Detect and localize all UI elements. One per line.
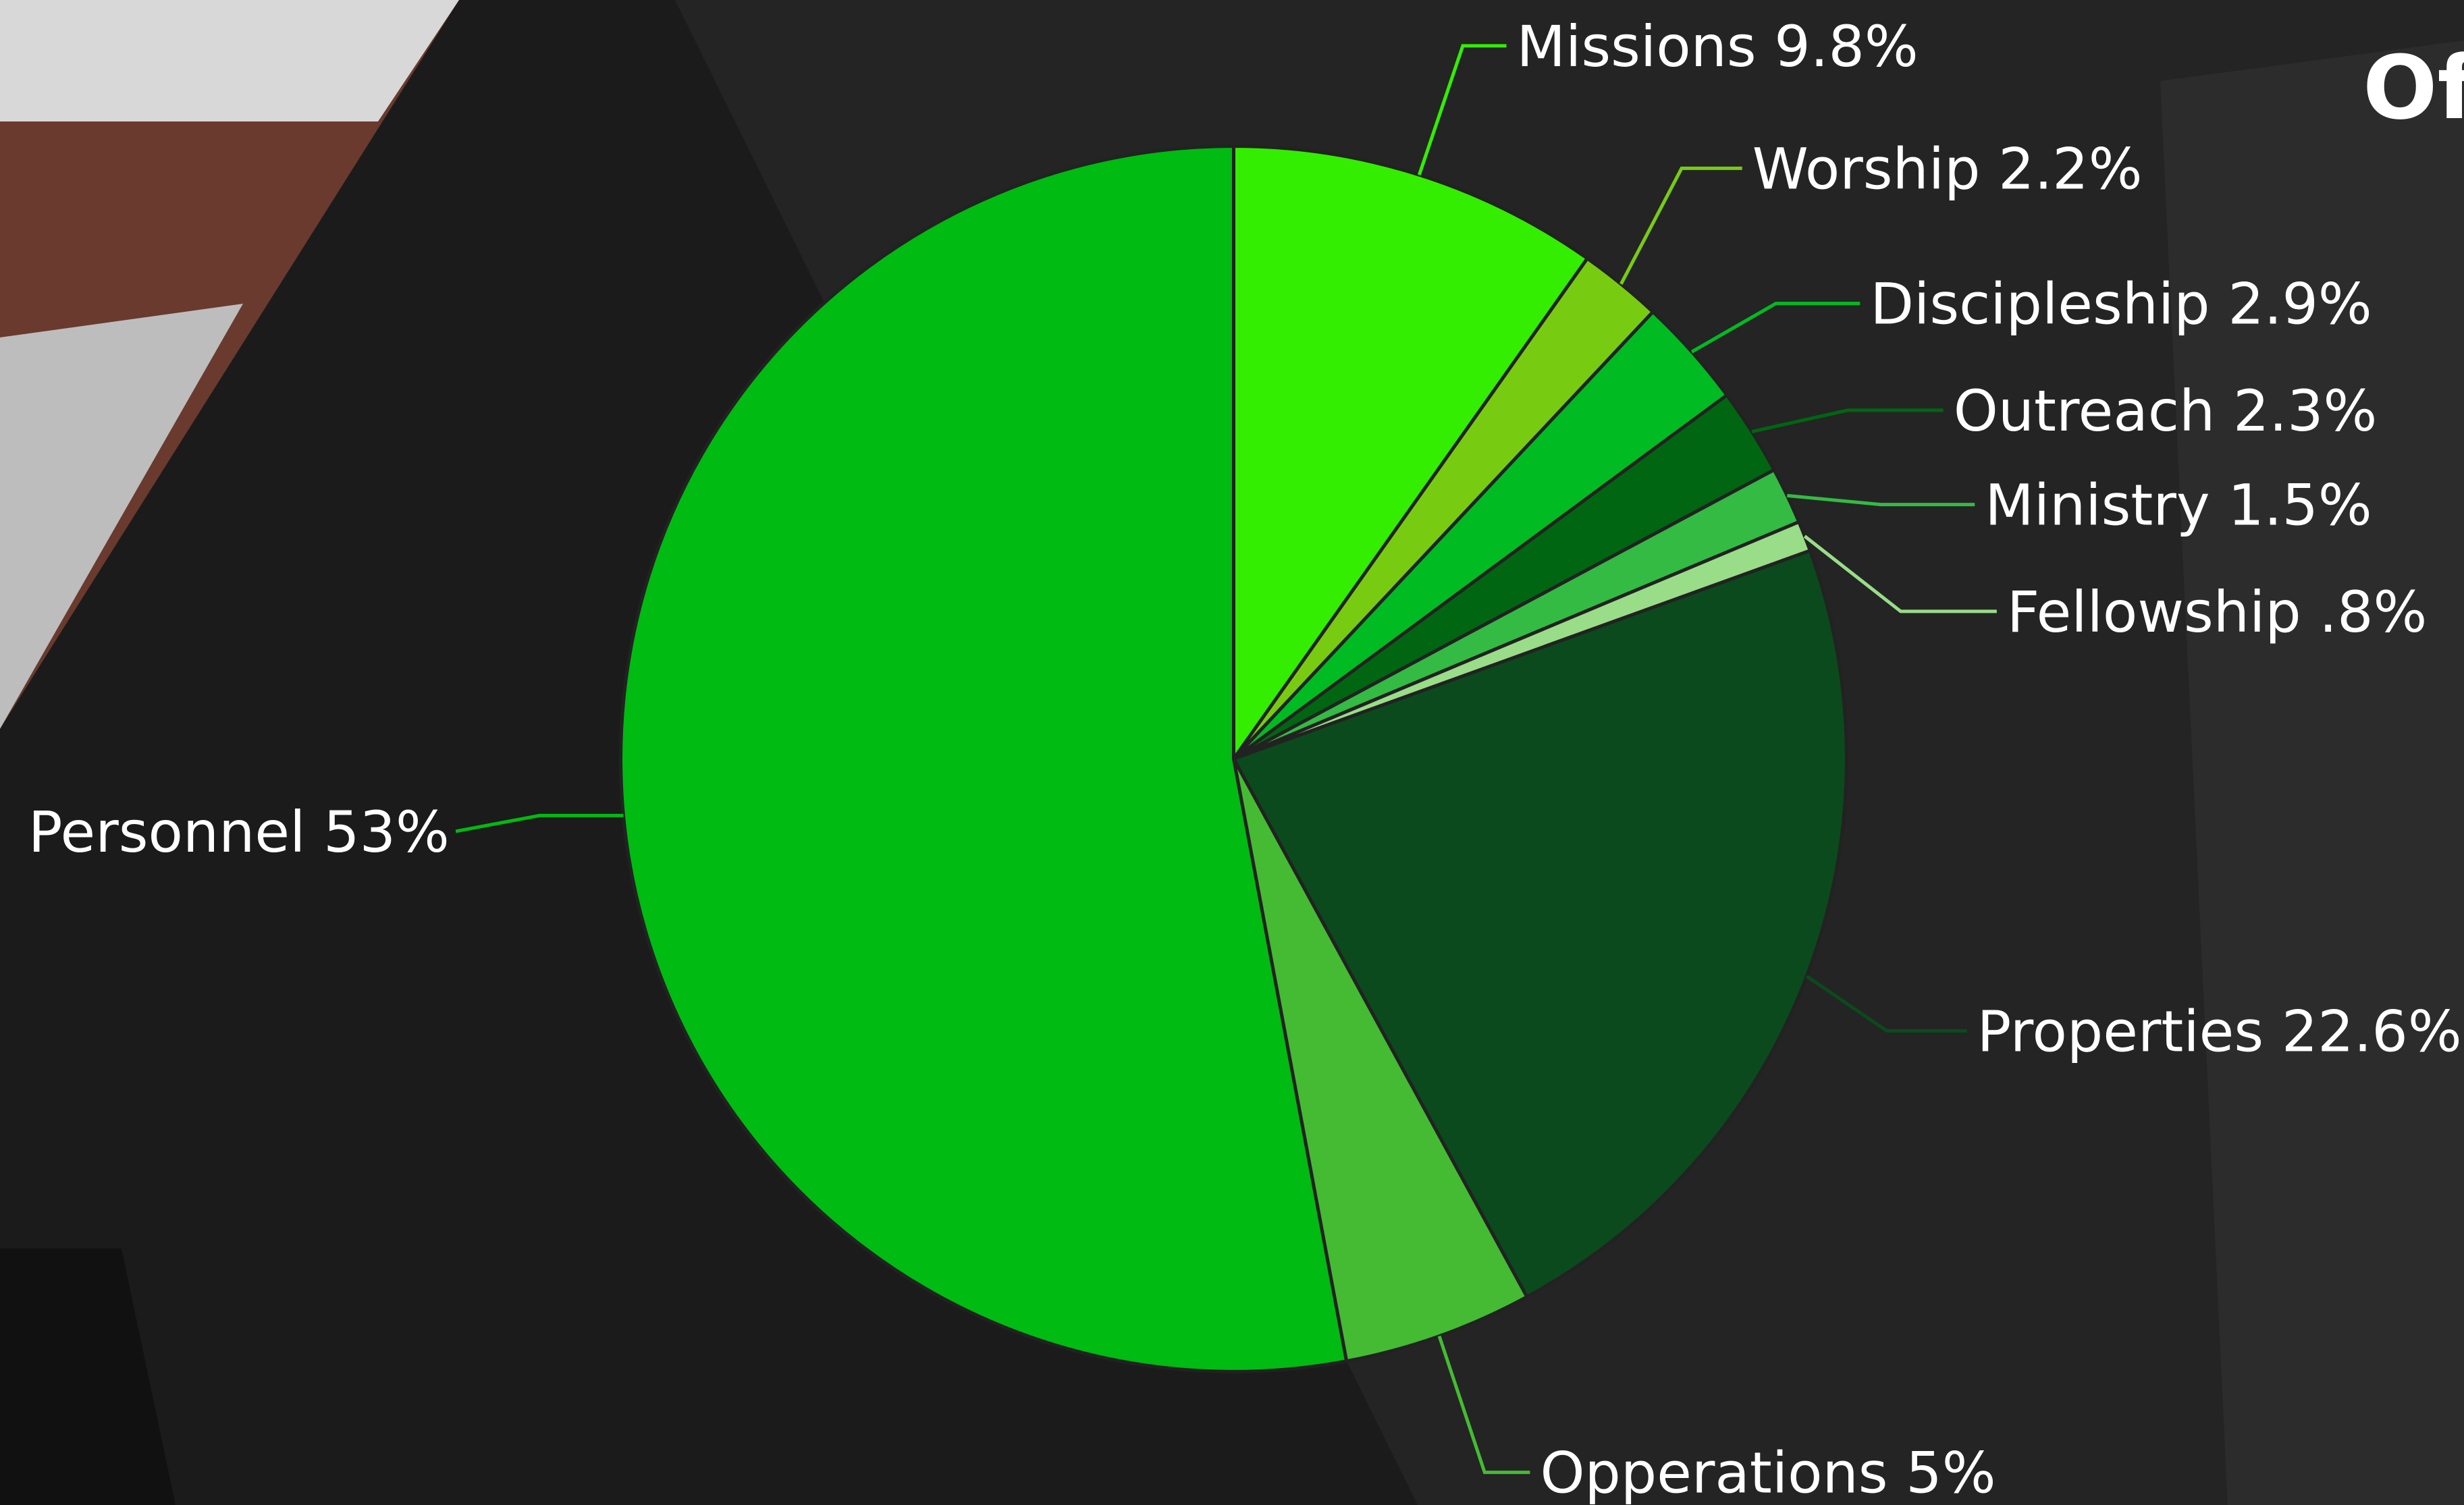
leader-line <box>1690 302 1860 354</box>
slice-value: 2.2% <box>1998 136 2142 202</box>
slice-category: Opperations <box>1540 1440 1887 1505</box>
pie: Missions 9.8% Worship 2.2% Discipleship 2.… <box>28 13 2462 1505</box>
leader-line <box>1619 166 1742 285</box>
slice-label: Discipleship 2.9% <box>1870 271 2372 337</box>
slice-label: Personnel 53% <box>28 799 450 865</box>
slice-category: Worship <box>1752 136 1981 202</box>
building-photo <box>0 304 243 729</box>
leader-line <box>1805 975 1967 1033</box>
pie-slice <box>619 144 1349 1373</box>
leader-line <box>1803 535 1997 613</box>
slice-value: .8% <box>2319 579 2427 645</box>
slice-category: Properties <box>1977 998 2264 1064</box>
slice-label: Properties 22.6% <box>1977 998 2462 1064</box>
leader-line <box>1417 44 1507 175</box>
leader-line <box>1787 493 1975 507</box>
slice-label: Missions 9.8% <box>1517 13 1919 80</box>
leader-line <box>455 813 624 833</box>
pie-slice <box>1232 758 1530 1363</box>
slice-category: Outreach <box>1954 378 2216 444</box>
slice-category: Fellowship <box>2007 579 2301 645</box>
slice-value: 22.6% <box>2282 998 2462 1064</box>
pie-slice <box>1231 144 1590 765</box>
leader-line <box>1751 408 1944 434</box>
slice-label: Opperations 5% <box>1540 1440 1996 1505</box>
slice-label: Outreach 2.3% <box>1954 378 2378 444</box>
background-shape <box>0 1249 176 1505</box>
slice-value: 9.8% <box>1774 13 1918 80</box>
slice-category: Ministry <box>1985 472 2209 539</box>
slice-value: 2.9% <box>2228 271 2372 337</box>
slice-value: 53% <box>323 799 450 865</box>
slice-value: 2.3% <box>2233 378 2377 444</box>
slice-label: Ministry 1.5% <box>1985 472 2372 539</box>
slice-value: 5% <box>1906 1440 1996 1505</box>
building-photo <box>0 0 459 729</box>
building-photo <box>0 0 459 121</box>
slice-category: Missions <box>1517 13 1757 80</box>
slice-category: Discipleship <box>1870 271 2209 337</box>
background-shape <box>2160 40 2464 1505</box>
slice-label: Worship 2.2% <box>1752 136 2143 202</box>
leader-line <box>1437 1335 1530 1475</box>
chart-title: Of <box>2363 36 2464 139</box>
slice-value: 1.5% <box>2228 472 2372 539</box>
slice-label: Fellowship .8% <box>2007 579 2428 645</box>
slice-category: Personnel <box>28 799 306 865</box>
